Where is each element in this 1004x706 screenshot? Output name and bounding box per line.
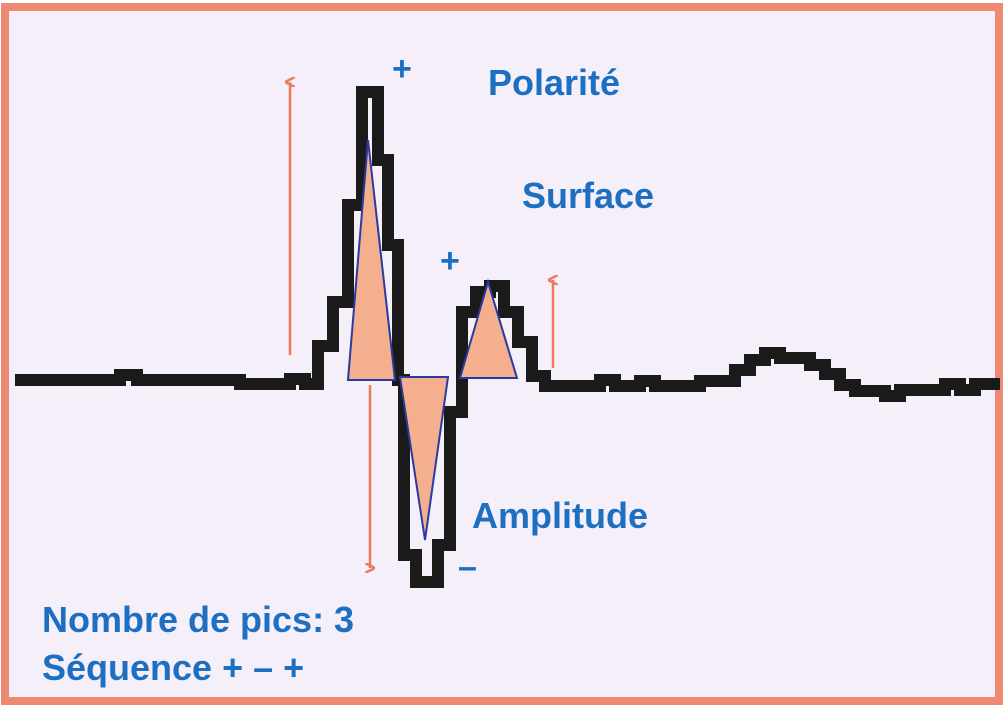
sign: – (458, 548, 477, 586)
waveform (15, 86, 1000, 588)
label: Amplitude (472, 495, 648, 536)
label: Polarité (488, 62, 620, 103)
footer-text: Nombre de pics: 3 (42, 599, 354, 640)
sign: + (392, 50, 412, 88)
sign: + (440, 242, 460, 280)
label: Surface (522, 175, 654, 216)
footer-text: Séquence + – + (42, 647, 304, 688)
peak-triangle (398, 376, 450, 541)
peak-triangle (346, 139, 397, 381)
peak-triangle (458, 278, 519, 379)
